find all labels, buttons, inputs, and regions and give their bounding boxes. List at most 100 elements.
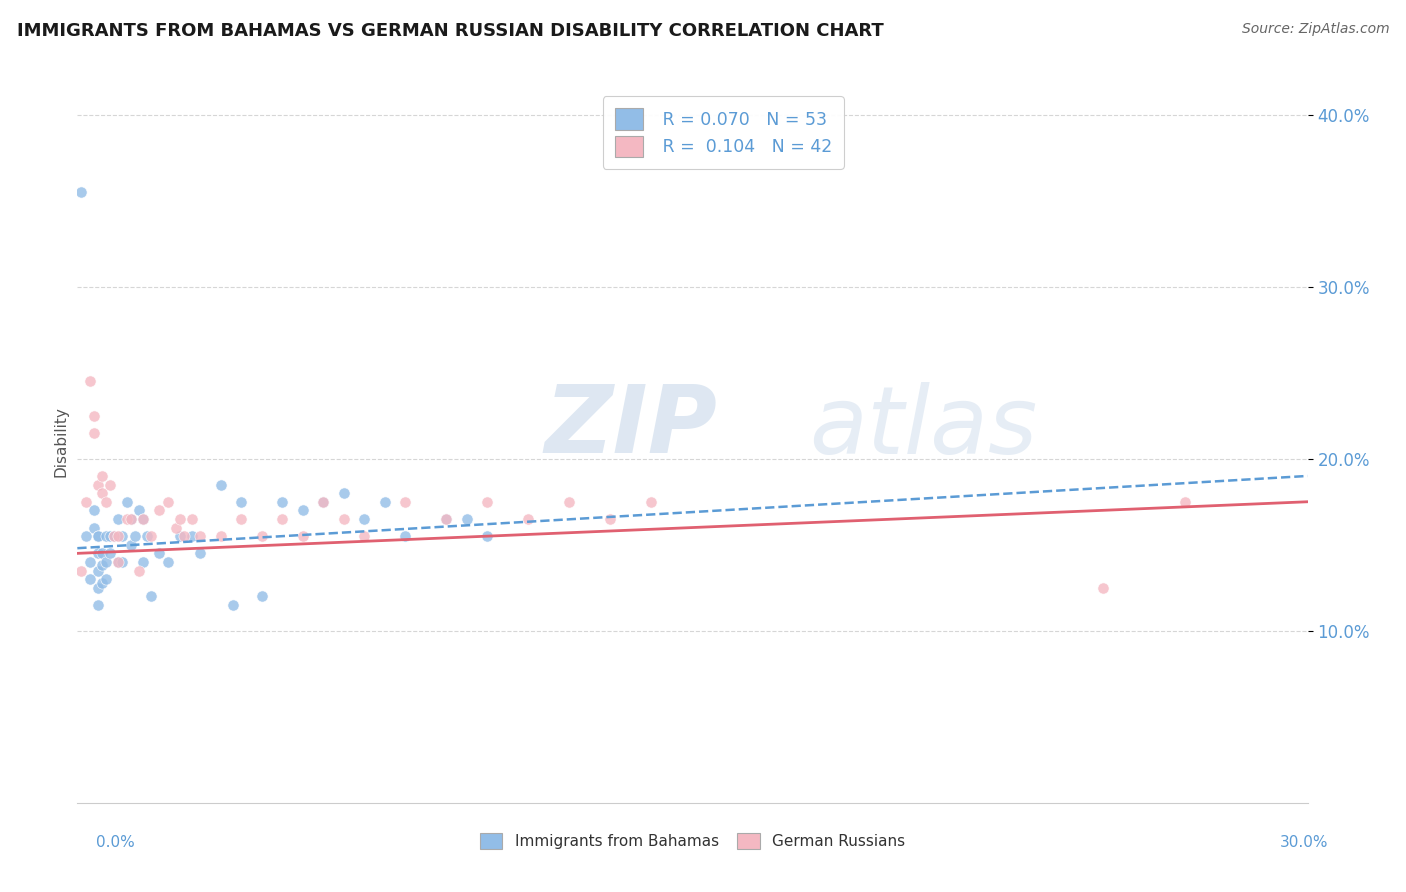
Point bbox=[148, 546, 170, 560]
Point bbox=[209, 477, 232, 491]
Point bbox=[231, 512, 253, 526]
Point bbox=[1091, 581, 1114, 595]
Point bbox=[98, 477, 121, 491]
Point bbox=[436, 512, 458, 526]
Point bbox=[333, 512, 356, 526]
Point bbox=[120, 512, 142, 526]
Point bbox=[87, 529, 110, 543]
Point bbox=[124, 529, 146, 543]
Point bbox=[90, 469, 114, 483]
Text: Source: ZipAtlas.com: Source: ZipAtlas.com bbox=[1241, 22, 1389, 37]
Point bbox=[599, 512, 621, 526]
Text: 30.0%: 30.0% bbox=[1281, 836, 1329, 850]
Text: IMMIGRANTS FROM BAHAMAS VS GERMAN RUSSIAN DISABILITY CORRELATION CHART: IMMIGRANTS FROM BAHAMAS VS GERMAN RUSSIA… bbox=[17, 22, 883, 40]
Text: ZIP: ZIP bbox=[546, 381, 717, 473]
Point bbox=[132, 555, 155, 569]
Point bbox=[94, 494, 117, 508]
Point bbox=[558, 494, 581, 508]
Text: 0.0%: 0.0% bbox=[96, 836, 135, 850]
Legend: Immigrants from Bahamas, German Russians: Immigrants from Bahamas, German Russians bbox=[472, 825, 912, 856]
Point bbox=[353, 529, 375, 543]
Point bbox=[90, 575, 114, 590]
Point bbox=[271, 512, 294, 526]
Point bbox=[148, 503, 170, 517]
Point bbox=[79, 572, 101, 586]
Point bbox=[394, 529, 416, 543]
Point bbox=[94, 555, 117, 569]
Point bbox=[87, 598, 110, 612]
Point bbox=[188, 546, 212, 560]
Point bbox=[103, 529, 125, 543]
Point bbox=[90, 558, 114, 573]
Point bbox=[132, 512, 155, 526]
Point bbox=[169, 529, 191, 543]
Point bbox=[165, 520, 187, 534]
Point bbox=[353, 512, 375, 526]
Point bbox=[250, 590, 273, 604]
Point bbox=[312, 494, 335, 508]
Point bbox=[312, 494, 335, 508]
Point bbox=[87, 564, 110, 578]
Point bbox=[436, 512, 458, 526]
Point bbox=[222, 598, 245, 612]
Point bbox=[103, 529, 125, 543]
Point bbox=[87, 529, 110, 543]
Point bbox=[231, 494, 253, 508]
Point bbox=[141, 529, 163, 543]
Point bbox=[79, 555, 101, 569]
Point bbox=[107, 555, 129, 569]
Text: atlas: atlas bbox=[810, 382, 1038, 473]
Point bbox=[128, 564, 150, 578]
Point bbox=[120, 538, 142, 552]
Point bbox=[477, 529, 499, 543]
Point bbox=[98, 546, 121, 560]
Point bbox=[94, 529, 117, 543]
Point bbox=[98, 529, 121, 543]
Point bbox=[75, 529, 97, 543]
Point bbox=[90, 546, 114, 560]
Point bbox=[156, 494, 179, 508]
Point bbox=[87, 546, 110, 560]
Point bbox=[75, 494, 97, 508]
Point bbox=[132, 512, 155, 526]
Point bbox=[111, 529, 134, 543]
Point bbox=[70, 564, 93, 578]
Point bbox=[83, 425, 105, 440]
Y-axis label: Disability: Disability bbox=[53, 406, 69, 477]
Point bbox=[90, 486, 114, 500]
Point bbox=[517, 512, 540, 526]
Point bbox=[94, 572, 117, 586]
Point bbox=[169, 512, 191, 526]
Point bbox=[107, 555, 129, 569]
Point bbox=[136, 529, 159, 543]
Point bbox=[128, 503, 150, 517]
Point bbox=[640, 494, 662, 508]
Point bbox=[1174, 494, 1197, 508]
Point bbox=[70, 185, 93, 199]
Point bbox=[209, 529, 232, 543]
Point bbox=[250, 529, 273, 543]
Point bbox=[291, 529, 314, 543]
Point bbox=[107, 512, 129, 526]
Point bbox=[83, 520, 105, 534]
Point bbox=[456, 512, 478, 526]
Point bbox=[374, 494, 396, 508]
Point bbox=[115, 494, 138, 508]
Point bbox=[111, 555, 134, 569]
Point bbox=[333, 486, 356, 500]
Point bbox=[83, 503, 105, 517]
Point bbox=[173, 529, 195, 543]
Point bbox=[156, 555, 179, 569]
Point bbox=[291, 503, 314, 517]
Point bbox=[87, 477, 110, 491]
Point bbox=[181, 529, 204, 543]
Point bbox=[79, 375, 101, 389]
Point bbox=[120, 512, 142, 526]
Point bbox=[477, 494, 499, 508]
Point bbox=[181, 512, 204, 526]
Point bbox=[87, 581, 110, 595]
Point bbox=[271, 494, 294, 508]
Point bbox=[107, 529, 129, 543]
Point bbox=[115, 512, 138, 526]
Point bbox=[188, 529, 212, 543]
